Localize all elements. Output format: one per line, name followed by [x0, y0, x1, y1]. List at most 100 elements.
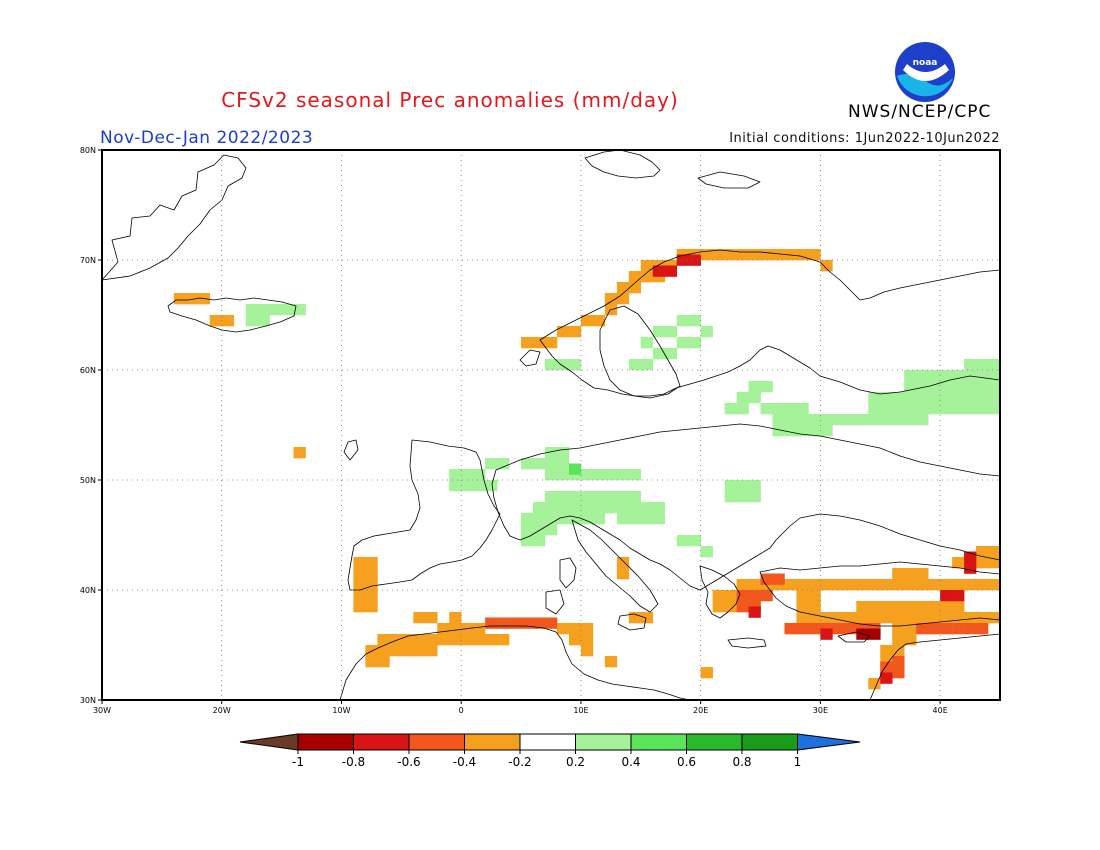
colorbar-segment — [464, 733, 521, 751]
anomaly-cell — [365, 557, 378, 569]
anomaly-cell — [473, 634, 486, 646]
anomaly-cell — [580, 469, 594, 481]
anomaly-cell — [652, 326, 666, 338]
anomaly-cell — [545, 617, 558, 629]
anomaly-cell — [892, 667, 905, 679]
lat-tick-label: 30N — [80, 696, 96, 705]
anomaly-cell — [736, 249, 749, 261]
anomaly-cell — [556, 458, 570, 470]
anomaly-cell — [640, 337, 654, 349]
anomaly-cell — [724, 491, 737, 503]
anomaly-cell — [868, 612, 881, 624]
grid-lines — [102, 150, 1000, 700]
anomaly-cell — [353, 579, 366, 591]
anomaly-cell — [604, 502, 618, 514]
colorbar-segment — [575, 733, 632, 751]
anomaly-cell — [976, 546, 989, 558]
anomaly-cell — [353, 557, 366, 569]
anomaly-cell — [916, 381, 929, 393]
anomaly-cell — [449, 623, 462, 635]
anomaly-cell — [748, 590, 761, 602]
anomaly-cell — [389, 634, 402, 646]
anomaly-cell — [748, 579, 761, 591]
anomaly-cell — [868, 678, 881, 690]
anomaly-cell — [964, 562, 977, 574]
anomaly-cell — [425, 612, 438, 624]
chart-title: CFSv2 seasonal Prec anomalies (mm/day) — [221, 88, 679, 112]
anomaly-cell — [724, 480, 737, 492]
anomaly-cell — [293, 304, 306, 316]
initial-conditions: Initial conditions: 1Jun2022-10Jun2022 — [729, 131, 1000, 146]
anomaly-cell — [868, 628, 881, 640]
anomaly-cell — [616, 568, 630, 580]
anomaly-cell — [592, 491, 606, 503]
anomaly-cell — [209, 315, 223, 327]
anomaly-cell — [461, 480, 474, 492]
anomaly-cell — [712, 601, 725, 613]
anomaly-cell — [808, 612, 821, 624]
anomaly-cell — [988, 381, 1001, 393]
anomaly-cell — [604, 491, 618, 503]
anomaly-cell — [521, 524, 534, 536]
anomaly-cell — [868, 392, 881, 404]
anomaly-cell — [880, 645, 893, 657]
anomaly-cell — [497, 617, 510, 629]
anomaly-cell — [257, 304, 270, 316]
anomaly-cell — [892, 414, 905, 426]
anomaly-cell — [904, 568, 917, 580]
anomaly-cell — [940, 601, 953, 613]
anomaly-cell — [568, 463, 582, 475]
anomaly-cell — [353, 601, 366, 613]
anomaly-cell — [533, 535, 546, 547]
colorbar-low-arrow — [239, 733, 299, 751]
anomaly-cell — [892, 634, 905, 646]
anomaly-cell — [545, 359, 558, 371]
anomaly-cell — [952, 612, 965, 624]
anomaly-cell — [700, 546, 713, 558]
anomaly-cell — [976, 392, 989, 404]
anomaly-cell — [964, 403, 977, 415]
anomaly-cell — [904, 601, 917, 613]
anomaly-cell — [700, 249, 713, 261]
axis-ticks: 30N 40N 50N 60N 70N 80N 30W 20W 10W 0 10E 20E 30E 40E — [80, 146, 948, 715]
anomaly-cell — [724, 590, 737, 602]
anomaly-cell — [796, 579, 809, 591]
anomaly-cell — [940, 623, 953, 635]
anomaly-cell — [892, 645, 905, 657]
anomaly-cell — [772, 403, 785, 415]
anomaly-cell — [676, 535, 689, 547]
anomaly-cell — [437, 634, 450, 646]
anomaly-cell — [748, 392, 761, 404]
anomaly-cell — [748, 491, 761, 503]
anomaly-cell — [533, 337, 546, 349]
anomaly-cell — [568, 359, 582, 371]
anomaly-cell — [628, 491, 642, 503]
anomaly-cell — [533, 617, 546, 629]
anomaly-cell — [365, 579, 378, 591]
anomaly-cell — [988, 579, 1001, 591]
anomaly-cell — [964, 551, 977, 563]
season-label: Nov-Dec-Jan 2022/2023 — [100, 128, 314, 148]
anomaly-cell — [976, 403, 989, 415]
anomaly-cell — [664, 265, 678, 277]
anomaly-cell — [916, 579, 929, 591]
anomaly-cell — [185, 293, 199, 305]
anomaly-cell — [365, 590, 378, 602]
anomaly-cells — [173, 249, 1001, 690]
lat-tick-label: 70N — [80, 256, 96, 265]
anomaly-cell — [652, 502, 666, 514]
anomaly-cell — [664, 326, 678, 338]
anomaly-cell — [628, 502, 642, 514]
anomaly-cell — [832, 414, 845, 426]
anomaly-cell — [904, 414, 917, 426]
anomaly-cell — [556, 469, 570, 481]
anomaly-cell — [904, 634, 917, 646]
anomaly-cell — [389, 645, 402, 657]
anomaly-cell — [736, 403, 749, 415]
anomaly-cell — [485, 480, 498, 492]
lon-tick-label: 30E — [813, 706, 828, 715]
anomaly-cell — [533, 524, 546, 536]
anomaly-cell — [281, 304, 294, 316]
anomaly-cell — [952, 623, 965, 635]
anomaly-cell — [904, 381, 917, 393]
